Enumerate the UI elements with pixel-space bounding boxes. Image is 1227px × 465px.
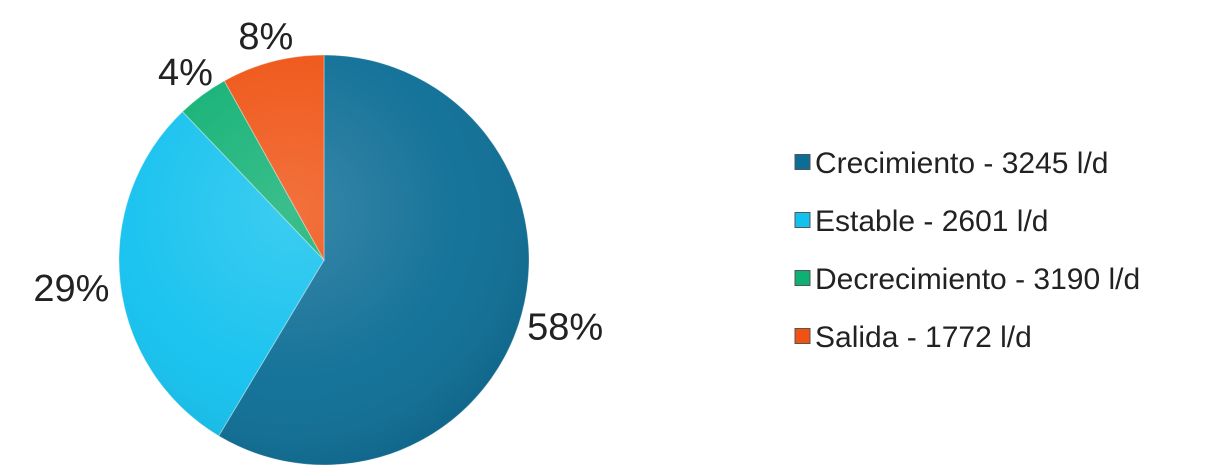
legend-label-1: Crecimiento - 3245 l/d	[815, 147, 1108, 180]
legend-item-1: Crecimiento - 3245 l/d	[794, 147, 1108, 180]
data-label-2: 29%	[33, 268, 109, 310]
pie-data-labels: 58% 29% 4% 8%	[33, 16, 603, 349]
legend-item-3: Decrecimiento - 3190 l/d	[794, 263, 1140, 296]
pie-slices	[118, 54, 530, 465]
legend-swatch-3	[794, 270, 811, 286]
legend-item-2: Estable - 2601 l/d	[794, 205, 1048, 238]
legend-swatch-4	[794, 328, 811, 344]
legend-swatch-1	[794, 154, 811, 170]
data-label-3: 4%	[158, 52, 213, 94]
legend: Crecimiento - 3245 l/d Estable - 2601 l/d…	[794, 147, 1140, 354]
legend-label-3: Decrecimiento - 3190 l/d	[815, 263, 1140, 296]
data-label-4: 8%	[238, 16, 293, 58]
legend-label-2: Estable - 2601 l/d	[815, 205, 1048, 238]
legend-item-4: Salida - 1772 l/d	[794, 321, 1032, 354]
legend-label-4: Salida - 1772 l/d	[815, 321, 1032, 354]
data-label-1: 58%	[527, 307, 603, 349]
legend-swatch-2	[794, 212, 811, 228]
